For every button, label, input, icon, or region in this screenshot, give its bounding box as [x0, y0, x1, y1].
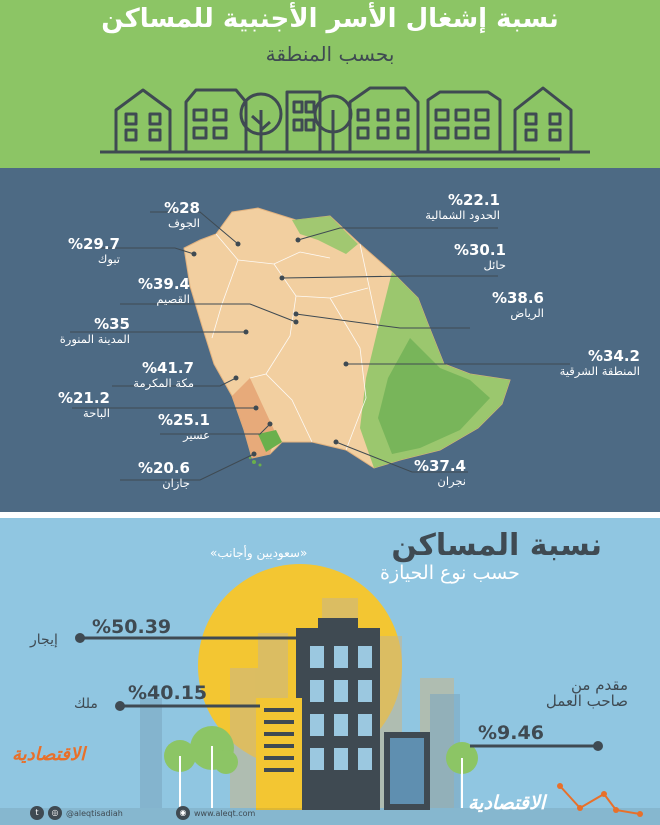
region-jazan: %20.6 جازان: [137, 459, 190, 490]
header-section: نسبة إشغال الأسر الأجنبية للمساكن بحسب ا…: [0, 0, 660, 168]
region-tabuk: %29.7 تبوك: [67, 235, 120, 266]
region-riyadh: %38.6 الرياض: [491, 289, 544, 320]
website-link: ◉ www.aleqt.com: [176, 806, 255, 820]
region-asir: %25.1 عسير: [157, 411, 210, 442]
region-makkah: %41.7 مكة المكرمة: [133, 359, 194, 390]
section-divider: [0, 512, 660, 518]
region-qassim: %39.4 القصيم: [137, 275, 190, 306]
tenure-section: نسبة المساكن «سعوديين وأجانب» حسب نوع ال…: [0, 518, 660, 825]
map-section: %28 الجوف %29.7 تبوك %39.4 القصيم %35 المدين…: [0, 168, 660, 512]
houses-illustration: [100, 86, 590, 161]
twitter-icon[interactable]: t: [30, 806, 44, 820]
region-hail: %30.1 حائل: [453, 241, 506, 272]
owned-label: ملك: [74, 696, 98, 712]
tenure-title: نسبة المساكن: [391, 528, 602, 563]
employer-value: %9.46: [478, 722, 544, 744]
social-links: t ◎ @aleqtisadiah: [30, 806, 123, 820]
region-madinah: %35 المدينة المنورة: [59, 315, 130, 346]
employer-label: مقدم من صاحب العمل: [545, 676, 628, 710]
rent-value: %50.39: [92, 616, 172, 638]
page-title: نسبة إشغال الأسر الأجنبية للمساكن: [101, 4, 559, 34]
region-jouf: %28 الجوف: [164, 199, 200, 230]
region-baha: %21.2 الباحة: [57, 389, 110, 420]
rent-label: إيجار: [30, 632, 58, 648]
globe-icon: ◉: [176, 806, 190, 820]
city-illustration: [0, 564, 660, 825]
owned-value: %40.15: [128, 682, 208, 704]
brand-logo-right: الاقتصادية: [468, 792, 546, 814]
region-northern-borders: %22.1 الحدود الشمالية: [425, 191, 500, 222]
twitter-handle[interactable]: @aleqtisadiah: [66, 808, 123, 818]
saudi-map: [70, 207, 570, 481]
instagram-icon[interactable]: ◎: [48, 806, 62, 820]
page-subtitle: بحسب المنطقة: [265, 42, 395, 66]
region-najran: %37.4 نجران: [413, 457, 466, 488]
tenure-note: «سعوديين وأجانب»: [210, 546, 308, 560]
brand-logo-left: الاقتصادية: [12, 744, 86, 765]
region-eastern: %34.2 المنطقة الشرقية: [559, 347, 640, 378]
yellow-building: [256, 698, 302, 810]
website-url[interactable]: www.aleqt.com: [194, 808, 256, 818]
tenure-subtitle: حسب نوع الحيازة: [380, 562, 520, 584]
